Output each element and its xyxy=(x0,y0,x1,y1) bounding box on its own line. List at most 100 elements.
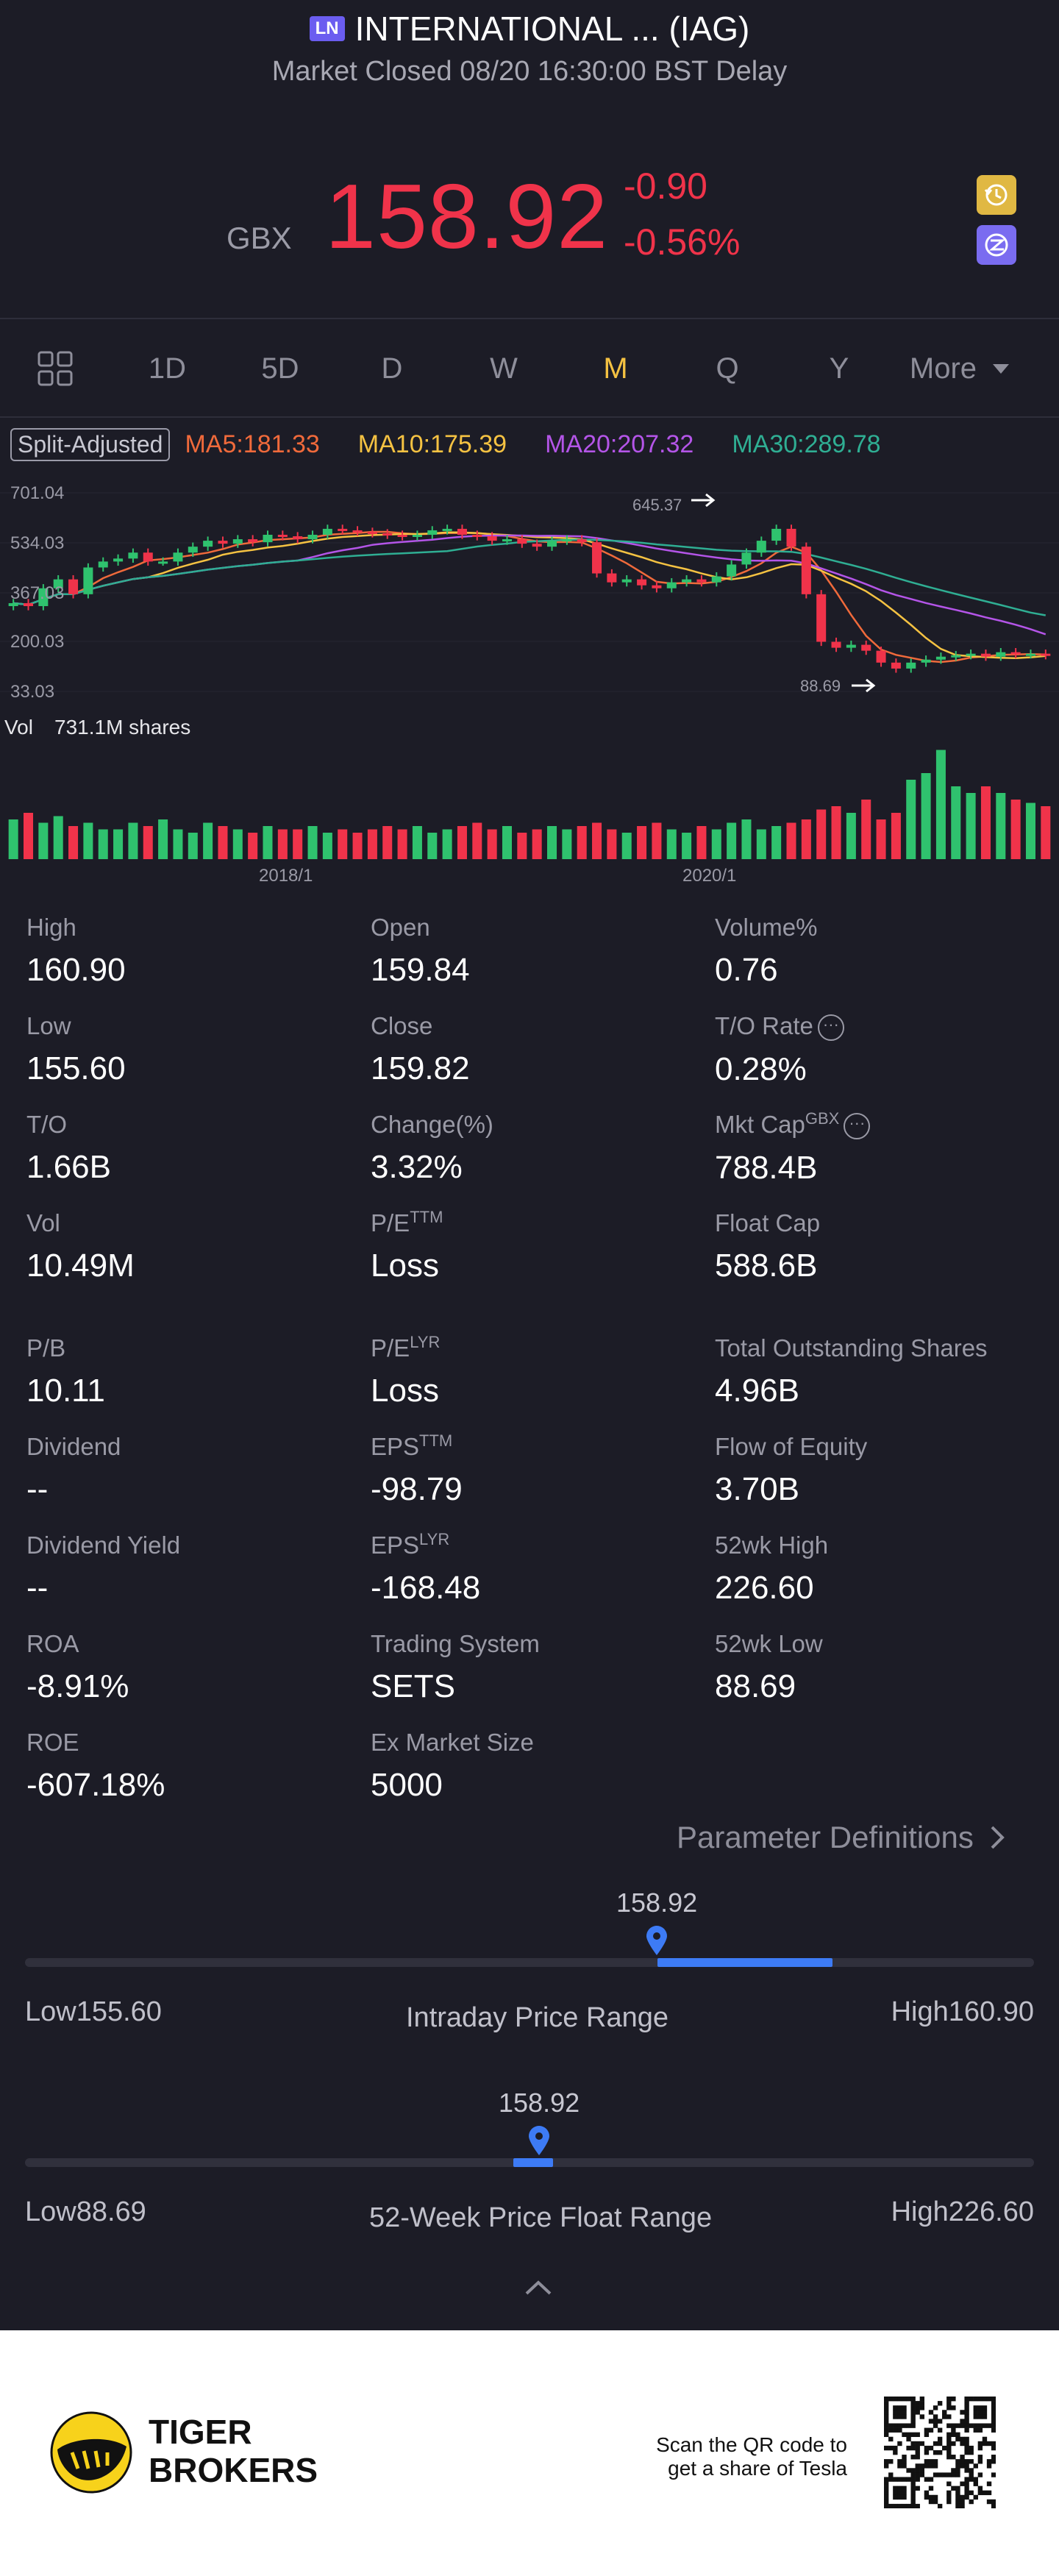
candle-body xyxy=(577,539,587,543)
stat-cell: Dividend -- xyxy=(26,1433,121,1508)
qr-module xyxy=(969,2445,974,2451)
qr-module xyxy=(964,2436,969,2442)
volume-bar xyxy=(248,833,258,859)
qr-module xyxy=(928,2494,934,2500)
tab-more[interactable]: More xyxy=(895,352,1024,385)
stat-cell: ROE -607.18% xyxy=(26,1729,165,1804)
qr-module xyxy=(884,2410,889,2415)
tab-5d[interactable]: 5D xyxy=(261,352,299,385)
footer-banner: TIGER BROKERS Scan the QR code to get a … xyxy=(0,2330,1059,2576)
layout-grid-icon[interactable] xyxy=(0,349,110,388)
qr-module xyxy=(910,2499,916,2505)
volume-bar xyxy=(1010,800,1021,859)
qr-module xyxy=(884,2419,889,2424)
qr-module xyxy=(960,2499,965,2505)
divider xyxy=(0,416,1059,418)
chevron-down-icon xyxy=(993,364,1010,374)
stat-value: -607.18% xyxy=(26,1767,165,1803)
tab-y[interactable]: Y xyxy=(829,352,849,385)
qr-module xyxy=(924,2459,930,2464)
qr-module xyxy=(902,2459,907,2464)
qr-module xyxy=(884,2494,889,2500)
qr-module xyxy=(969,2490,974,2496)
candle-body xyxy=(966,653,976,656)
qr-module xyxy=(951,2432,956,2438)
parameter-definitions-link[interactable]: Parameter Definitions xyxy=(677,1820,1005,1855)
stat-value: -98.79 xyxy=(371,1471,463,1507)
candle-body xyxy=(8,602,18,607)
qr-module xyxy=(910,2472,916,2477)
y-tick-0: 701.04 xyxy=(10,483,64,503)
qr-module xyxy=(960,2459,965,2464)
qr-code[interactable] xyxy=(884,2397,996,2508)
qr-module xyxy=(946,2405,952,2410)
qr-module xyxy=(977,2490,983,2496)
info-more-icon[interactable]: ··· xyxy=(817,1014,844,1042)
qr-module xyxy=(986,2397,992,2402)
low-marker: 88.69 xyxy=(800,677,841,695)
stat-cell: EPSTTM -98.79 xyxy=(371,1433,463,1508)
compare-icon[interactable] xyxy=(977,225,1016,265)
price-chart[interactable]: 701.04 534.03 367.03 200.03 33.03 645.37… xyxy=(0,471,1059,897)
stat-cell: Mkt CapGBX ··· 788.4B xyxy=(715,1111,871,1186)
split-adjusted-toggle[interactable]: Split-Adjusted xyxy=(10,427,171,461)
intraday-high: High160.90 xyxy=(891,1996,1034,2028)
tab-w[interactable]: W xyxy=(490,352,518,385)
stat-value: 1.66B xyxy=(26,1149,111,1185)
qr-module xyxy=(969,2397,974,2402)
volume-bar xyxy=(1025,803,1035,859)
intraday-low-value: 155.60 xyxy=(76,1996,162,2027)
candle-body xyxy=(607,573,617,583)
vol-value: 731.1M shares xyxy=(54,716,190,739)
candle-body xyxy=(397,535,407,538)
qr-module xyxy=(986,2459,992,2464)
qr-module xyxy=(919,2472,925,2477)
qr-module xyxy=(964,2449,969,2455)
qr-module xyxy=(910,2432,916,2438)
qr-module xyxy=(928,2410,934,2415)
stat-label: Volume% xyxy=(715,914,818,941)
tab-m[interactable]: M xyxy=(603,352,628,385)
stat-label: Mkt CapGBX ··· xyxy=(715,1111,871,1140)
candle-body xyxy=(816,594,827,642)
chevron-up-icon[interactable] xyxy=(524,2279,553,2296)
qr-module xyxy=(906,2397,911,2402)
tab-d[interactable]: D xyxy=(381,352,403,385)
qr-module xyxy=(964,2397,969,2402)
qr-module xyxy=(946,2494,952,2500)
qr-module xyxy=(924,2490,930,2496)
qr-module xyxy=(991,2419,996,2424)
stat-cell: T/O 1.66B xyxy=(26,1111,111,1186)
stat-label: P/ELYR xyxy=(371,1333,441,1362)
candle-body xyxy=(232,539,243,544)
qr-module xyxy=(946,2441,952,2447)
volume-bar xyxy=(338,829,348,859)
qr-module xyxy=(884,2490,889,2496)
qr-module xyxy=(902,2490,907,2496)
qr-module xyxy=(991,2499,996,2505)
stat-value: 10.11 xyxy=(26,1373,105,1409)
qr-module xyxy=(977,2486,983,2491)
qr-module xyxy=(915,2486,920,2491)
qr-module xyxy=(982,2423,988,2428)
qr-module xyxy=(884,2397,889,2402)
candle-body xyxy=(711,576,721,583)
qr-module xyxy=(937,2503,943,2508)
stat-label: 52wk Low xyxy=(715,1630,823,1657)
candle-body xyxy=(652,585,662,588)
qr-module xyxy=(902,2432,907,2438)
qr-module xyxy=(982,2410,988,2415)
history-icon[interactable] xyxy=(977,175,1016,215)
qr-module xyxy=(910,2441,916,2447)
tab-1d[interactable]: 1D xyxy=(148,352,187,385)
qr-module xyxy=(910,2410,916,2415)
info-more-icon[interactable]: ··· xyxy=(844,1113,871,1140)
qr-module xyxy=(946,2423,952,2428)
y-tick-2: 367.03 xyxy=(10,583,64,603)
volume-bar xyxy=(771,826,782,859)
qr-module xyxy=(960,2410,965,2415)
qr-module xyxy=(924,2477,930,2482)
tab-q[interactable]: Q xyxy=(716,352,739,385)
volume-bar xyxy=(263,826,273,859)
